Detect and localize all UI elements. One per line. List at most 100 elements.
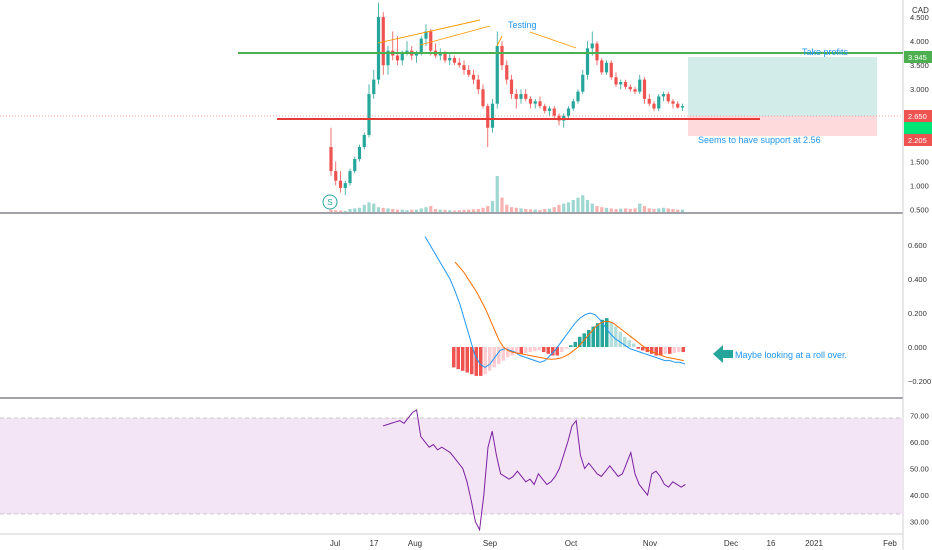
volume-bar — [476, 209, 480, 212]
price-axis[interactable]: 4.5004.0003.5003.0002.5002.0001.5001.000… — [904, 13, 932, 527]
candle — [462, 60, 466, 75]
volume-bar — [372, 203, 376, 212]
take-profits-label[interactable]: Take profits — [802, 47, 849, 57]
candle — [519, 89, 523, 104]
candle — [452, 55, 457, 66]
volume-bar — [376, 207, 381, 212]
candle — [590, 31, 594, 56]
macd-histogram-bar — [492, 347, 496, 368]
candle — [661, 91, 666, 102]
time-tick-label: Dec — [724, 539, 738, 548]
candle — [486, 103, 490, 148]
svg-text:3.945: 3.945 — [908, 53, 927, 62]
volume-bar — [424, 207, 428, 212]
macd-histogram-bar — [483, 347, 487, 375]
price-tick-label: 1.500 — [910, 157, 929, 166]
volume-bars — [329, 176, 685, 212]
volume-bar — [562, 203, 566, 212]
volume-bar — [457, 210, 461, 212]
volume-bar — [462, 209, 466, 212]
macd-pane[interactable]: Maybe looking at a roll over. — [424, 236, 847, 376]
macd-histogram-bar — [470, 347, 474, 375]
volume-bar — [329, 209, 333, 212]
candle — [562, 113, 566, 128]
volume-bar — [410, 209, 414, 212]
price-tick-label: 4.000 — [910, 37, 929, 46]
support-label[interactable]: Seems to have support at 2.56 — [698, 135, 821, 145]
candle — [357, 144, 362, 162]
macd-annotation[interactable]: Maybe looking at a roll over. — [735, 350, 847, 360]
candle — [476, 74, 480, 95]
macd-histogram-bar — [546, 347, 550, 354]
candle — [334, 161, 338, 186]
macd-histogram-bar — [641, 347, 645, 351]
time-tick-label: 2021 — [805, 539, 823, 548]
volume-bar — [357, 207, 362, 212]
time-tick-label: Feb — [883, 539, 897, 548]
volume-bar — [666, 208, 670, 212]
volume-bar — [386, 208, 390, 212]
candle — [348, 168, 352, 186]
volume-bar — [524, 209, 528, 212]
volume-bar — [471, 209, 476, 212]
volume-bar — [367, 202, 371, 212]
macd-histogram-bar — [659, 347, 663, 356]
macd-histogram-bar — [474, 347, 478, 376]
candle — [367, 84, 371, 138]
macd-histogram-bar — [501, 347, 505, 361]
candle — [676, 101, 680, 109]
volume-bar — [657, 208, 661, 212]
macd-histogram-bar — [587, 330, 591, 347]
testing-label[interactable]: Testing — [508, 20, 537, 30]
volume-bar — [519, 208, 523, 212]
testing-brackets — [377, 19, 577, 49]
price-tag: 2.650 — [904, 110, 932, 122]
candle — [576, 89, 580, 104]
volume-bar — [505, 204, 509, 212]
time-axis[interactable]: Jul 17 Aug Sep Oct Nov Dec 16 2021 Feb — [330, 539, 898, 548]
time-tick-label: 17 — [370, 539, 379, 548]
svg-text:2.205: 2.205 — [908, 136, 927, 145]
candle — [638, 74, 642, 95]
price-tick-label: 3.000 — [910, 85, 929, 94]
macd-tick-label: 0.400 — [908, 275, 927, 284]
candle — [505, 60, 509, 85]
candle — [495, 31, 499, 109]
candle — [381, 12, 385, 75]
time-tick-label: Oct — [565, 539, 578, 548]
macd-histogram-bar — [452, 347, 456, 368]
candle — [543, 103, 547, 114]
svg-text:2.650: 2.650 — [908, 112, 927, 121]
volume-bar — [495, 176, 499, 212]
volume-bar — [552, 207, 556, 212]
rsi-pane[interactable] — [0, 409, 903, 532]
split-marker[interactable]: S — [322, 194, 338, 210]
macd-histogram — [452, 318, 685, 376]
macd-histogram-bar — [528, 347, 532, 353]
candle — [500, 41, 504, 70]
volume-bar — [638, 203, 642, 212]
macd-histogram-bar — [506, 347, 510, 358]
macd-histogram-bar — [524, 347, 528, 353]
volume-bar — [486, 206, 490, 212]
macd-histogram-bar — [515, 347, 519, 354]
chart-grid — [0, 0, 904, 550]
price-tag — [904, 122, 932, 134]
volume-bar — [642, 206, 647, 212]
macd-histogram-bar — [560, 347, 564, 353]
macd-histogram-bar — [614, 326, 618, 347]
macd-histogram-bar — [677, 347, 681, 353]
price-pane[interactable]: Take profits Testing Seems to have suppo… — [0, 2, 903, 212]
candle — [547, 106, 552, 116]
macd-histogram-bar — [632, 343, 636, 347]
volume-bar — [381, 207, 385, 212]
volume-bar — [652, 209, 656, 212]
time-tick-label: Jul — [330, 539, 340, 548]
candle — [533, 98, 537, 109]
candle — [372, 69, 376, 99]
macd-histogram-bar — [555, 347, 559, 356]
volume-bar — [619, 208, 623, 212]
volume-bar — [671, 209, 675, 212]
candle — [652, 101, 656, 111]
volume-bar — [391, 209, 395, 212]
